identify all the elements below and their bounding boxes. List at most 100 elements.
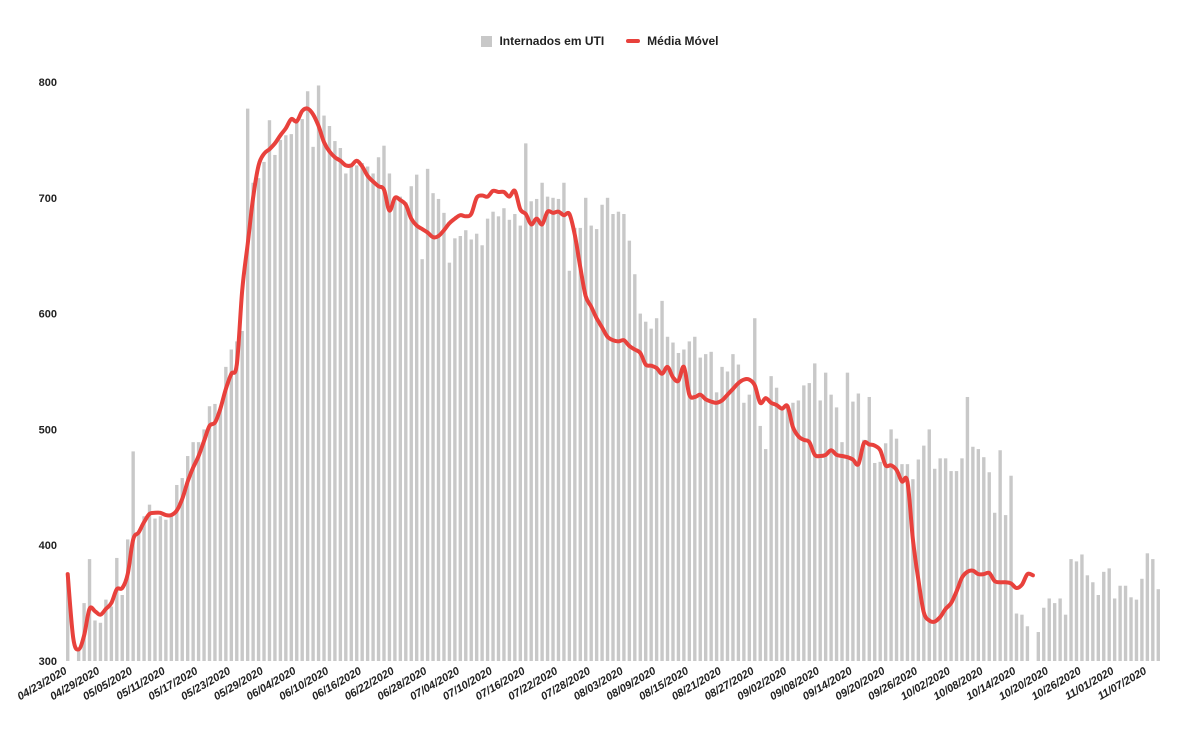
bar	[507, 219, 512, 661]
bar	[458, 236, 463, 661]
bar	[464, 230, 468, 661]
bar	[540, 182, 544, 661]
bar	[1003, 515, 1008, 661]
bar	[453, 238, 457, 661]
legend-item-line: Média Móvel	[626, 34, 719, 48]
bar	[442, 212, 446, 661]
y-tick-label: 700	[39, 193, 57, 205]
bar	[976, 449, 981, 661]
bar	[584, 197, 588, 662]
bar	[175, 484, 179, 661]
bar	[911, 479, 915, 661]
bar	[115, 557, 119, 661]
bar	[567, 270, 572, 661]
bar	[76, 649, 81, 661]
bar	[1107, 568, 1111, 661]
bar	[387, 173, 392, 661]
legend-label-bars: Internados em UTI	[499, 34, 605, 48]
bar	[562, 182, 566, 661]
bar	[649, 328, 653, 661]
bar	[998, 450, 1002, 661]
bar	[1140, 578, 1144, 661]
bar	[573, 227, 577, 661]
bar	[1052, 603, 1057, 661]
bar	[731, 354, 735, 661]
bar	[905, 464, 910, 661]
bar	[1009, 475, 1013, 661]
legend-item-bars: Internados em UTI	[481, 34, 604, 48]
y-tick-label: 500	[39, 424, 57, 436]
bar	[305, 91, 310, 662]
bar	[954, 471, 959, 661]
bar	[1074, 561, 1079, 661]
bar	[218, 408, 223, 661]
bar	[1063, 614, 1068, 661]
bar	[278, 139, 283, 661]
bar	[327, 126, 332, 661]
bar	[949, 471, 953, 661]
bar	[153, 518, 157, 661]
bar	[796, 400, 801, 661]
bar	[185, 456, 190, 661]
bar	[109, 606, 114, 661]
bar	[104, 599, 108, 661]
bar	[698, 357, 702, 661]
bar	[633, 274, 637, 661]
y-tick-label: 600	[39, 309, 57, 321]
bar	[665, 336, 670, 661]
bar	[774, 387, 779, 661]
bar	[98, 622, 103, 661]
bar	[1112, 598, 1117, 661]
bar	[474, 233, 479, 661]
bar	[654, 318, 659, 661]
bar	[883, 443, 888, 661]
bar	[867, 396, 871, 661]
bar	[594, 229, 599, 662]
legend: Internados em UTI Média Móvel	[0, 34, 1200, 48]
bar	[894, 438, 899, 661]
bar	[769, 376, 773, 661]
bar	[529, 201, 533, 662]
bar	[365, 166, 370, 661]
y-tick-label: 400	[39, 540, 57, 552]
bar	[578, 227, 582, 661]
bar	[704, 354, 708, 661]
bar	[993, 512, 997, 661]
bar	[818, 400, 822, 661]
bar	[845, 372, 850, 661]
bar	[965, 396, 970, 661]
bar	[66, 574, 70, 661]
bar	[823, 372, 828, 661]
bar	[518, 225, 522, 662]
bar	[284, 135, 288, 661]
bar	[742, 402, 746, 661]
bar	[447, 262, 452, 661]
bar	[682, 349, 686, 661]
bar	[747, 394, 752, 661]
bar	[687, 341, 692, 661]
bar	[1069, 559, 1073, 661]
bar	[1080, 554, 1084, 661]
bar	[938, 458, 942, 661]
bar	[256, 178, 261, 661]
bar	[600, 204, 604, 662]
bar	[360, 163, 364, 661]
bar	[273, 154, 277, 662]
bar	[349, 165, 353, 661]
bar	[1102, 571, 1106, 661]
bar	[224, 366, 228, 661]
bar	[371, 173, 375, 661]
bar	[142, 516, 146, 661]
bar	[480, 245, 484, 661]
bar	[971, 446, 975, 661]
bar	[922, 445, 926, 661]
bar	[311, 146, 315, 661]
bar	[1014, 613, 1019, 661]
bar	[420, 259, 424, 661]
bar	[251, 182, 255, 661]
bar	[235, 341, 239, 661]
legend-swatch-bars	[481, 35, 493, 47]
bar	[415, 174, 419, 661]
bar	[409, 186, 413, 661]
